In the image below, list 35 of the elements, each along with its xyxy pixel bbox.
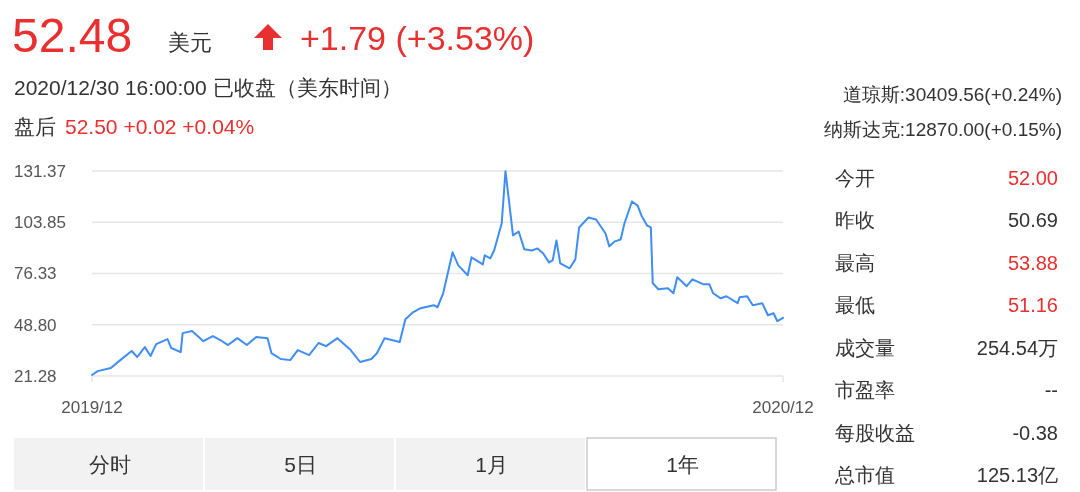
text: 5日 <box>284 453 317 476</box>
text: -- <box>1044 379 1058 401</box>
text: 52.50 +0.02 +0.04% <box>65 115 255 138</box>
y-tick-label: 131.37 <box>14 162 66 181</box>
x-tick-label: 2019/12 <box>61 398 123 417</box>
text: 53.88 <box>1007 252 1058 274</box>
y-tick-label: 48.80 <box>14 315 57 335</box>
text: 51.16 <box>1007 294 1058 316</box>
text: 每股收益 <box>835 422 915 444</box>
text: 最低 <box>835 294 875 316</box>
text: 1年 <box>666 453 699 476</box>
text: -0.38 <box>1012 422 1058 444</box>
x-tick-label: 2020/12 <box>752 398 814 417</box>
text: 125.13亿 <box>976 464 1058 486</box>
text: 美元 <box>168 30 212 55</box>
text: 道琼斯:30409.56(+0.24%) <box>842 84 1062 105</box>
text: 最高 <box>835 252 875 274</box>
y-tick-label: 103.85 <box>14 213 66 233</box>
text: 盘后 <box>14 115 56 138</box>
text: 纳斯达克:12870.00(+0.15%) <box>823 119 1062 140</box>
text: 总市值 <box>834 464 895 486</box>
y-tick-label: 21.28 <box>14 367 57 386</box>
text: 254.54万 <box>976 337 1058 359</box>
text: 52.00 <box>1007 167 1058 189</box>
chart-subtitle: +1.79 (+3.53%) <box>300 19 535 57</box>
text: 1月 <box>475 453 508 476</box>
text: 分时 <box>88 453 131 476</box>
text: 50.69 <box>1007 209 1058 231</box>
text: 市盈率 <box>835 379 895 401</box>
text: 成交量 <box>835 337 895 359</box>
text: 今开 <box>835 167 875 189</box>
chart-title: 52.48 <box>12 9 133 62</box>
y-tick-label: 76.33 <box>14 264 57 284</box>
text: 昨收 <box>835 209 875 231</box>
text: 2020/12/30 16:00:00 已收盘（美东时间） <box>14 76 402 99</box>
